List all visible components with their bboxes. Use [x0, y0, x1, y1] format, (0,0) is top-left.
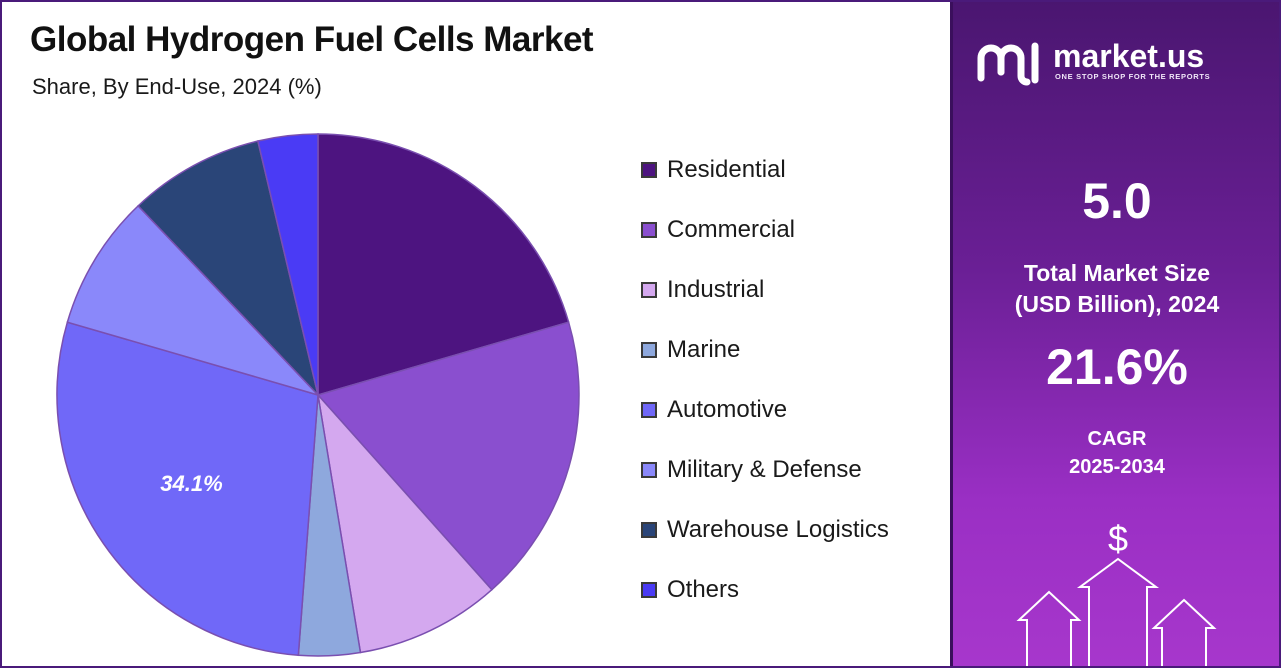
legend-swatch — [641, 282, 657, 298]
cagr-value: 21.6% — [1046, 339, 1188, 395]
legend-label: Commercial — [667, 216, 796, 243]
right-arrow-icon — [1151, 598, 1217, 668]
legend-item-commercial: Commercial — [641, 215, 941, 245]
cagr-label: CAGR 2025-2034 — [953, 425, 1281, 481]
legend-swatch — [641, 582, 657, 598]
chart-title: Global Hydrogen Fuel Cells Market — [30, 20, 594, 59]
brand-tagline: ONE STOP SHOP FOR THE REPORTS — [1055, 72, 1211, 81]
legend-item-warehouse-logistics: Warehouse Logistics — [641, 515, 941, 545]
legend-label: Others — [667, 576, 740, 603]
legend-swatch — [641, 342, 657, 358]
market-size-label-line1: Total Market Size — [1023, 260, 1211, 286]
legend-item-automotive: Automotive — [641, 395, 941, 425]
legend-item-residential: Residential — [641, 155, 941, 185]
market-us-logo-icon — [977, 42, 1039, 86]
pie-slice-industrial — [316, 392, 493, 654]
legend-label: Industrial — [667, 276, 765, 303]
pie-slice-warehouse-logistics — [137, 140, 320, 398]
legend-item-military-defense: Military & Defense — [641, 455, 941, 485]
legend-swatch — [641, 402, 657, 418]
legend-item-others: Others — [641, 575, 941, 605]
left-arrow-icon — [1016, 590, 1082, 668]
pie-slice-others — [256, 133, 319, 396]
brand-logo: market.us ONE STOP SHOP FOR THE REPORTS — [975, 36, 1265, 86]
legend-label: Military & Defense — [667, 456, 862, 483]
pie-slice-automotive — [56, 321, 319, 657]
market-size-label: Total Market Size (USD Billion), 2024 — [953, 258, 1281, 320]
market-size-value: 5.0 — [1082, 173, 1152, 229]
cagr-label-line2: 2025-2034 — [1069, 456, 1165, 478]
legend-label: Warehouse Logistics — [667, 516, 889, 543]
pie-slice-residential — [317, 133, 570, 396]
legend-swatch — [641, 522, 657, 538]
brand-name: market.us — [1053, 38, 1205, 74]
legend-label: Residential — [667, 156, 786, 183]
dollar-sign-icon: $ — [1108, 518, 1128, 559]
cagr-label-line1: CAGR — [1087, 428, 1147, 450]
summary-sidebar: market.us ONE STOP SHOP FOR THE REPORTS … — [950, 0, 1281, 668]
legend-label: Marine — [667, 336, 741, 363]
legend-swatch — [641, 222, 657, 238]
legend-swatch — [641, 462, 657, 478]
market-size-label-line2: (USD Billion), 2024 — [1014, 291, 1220, 317]
center-arrow-icon — [1076, 557, 1160, 668]
legend-label: Automotive — [667, 396, 788, 423]
data-label-automotive: 34.1% — [160, 471, 222, 496]
pie-slice-commercial — [316, 321, 580, 591]
legend-item-industrial: Industrial — [641, 275, 941, 305]
chart-subtitle: Share, By End-Use, 2024 (%) — [32, 74, 322, 99]
chart-panel: Global Hydrogen Fuel Cells Market Share,… — [30, 20, 941, 657]
growth-arrows-icon: $ — [1016, 518, 1217, 668]
pie-chart: 34.1% — [56, 133, 580, 657]
legend-swatch — [641, 162, 657, 178]
pie-slice-military-defense — [66, 204, 321, 397]
legend-item-marine: Marine — [641, 335, 941, 365]
